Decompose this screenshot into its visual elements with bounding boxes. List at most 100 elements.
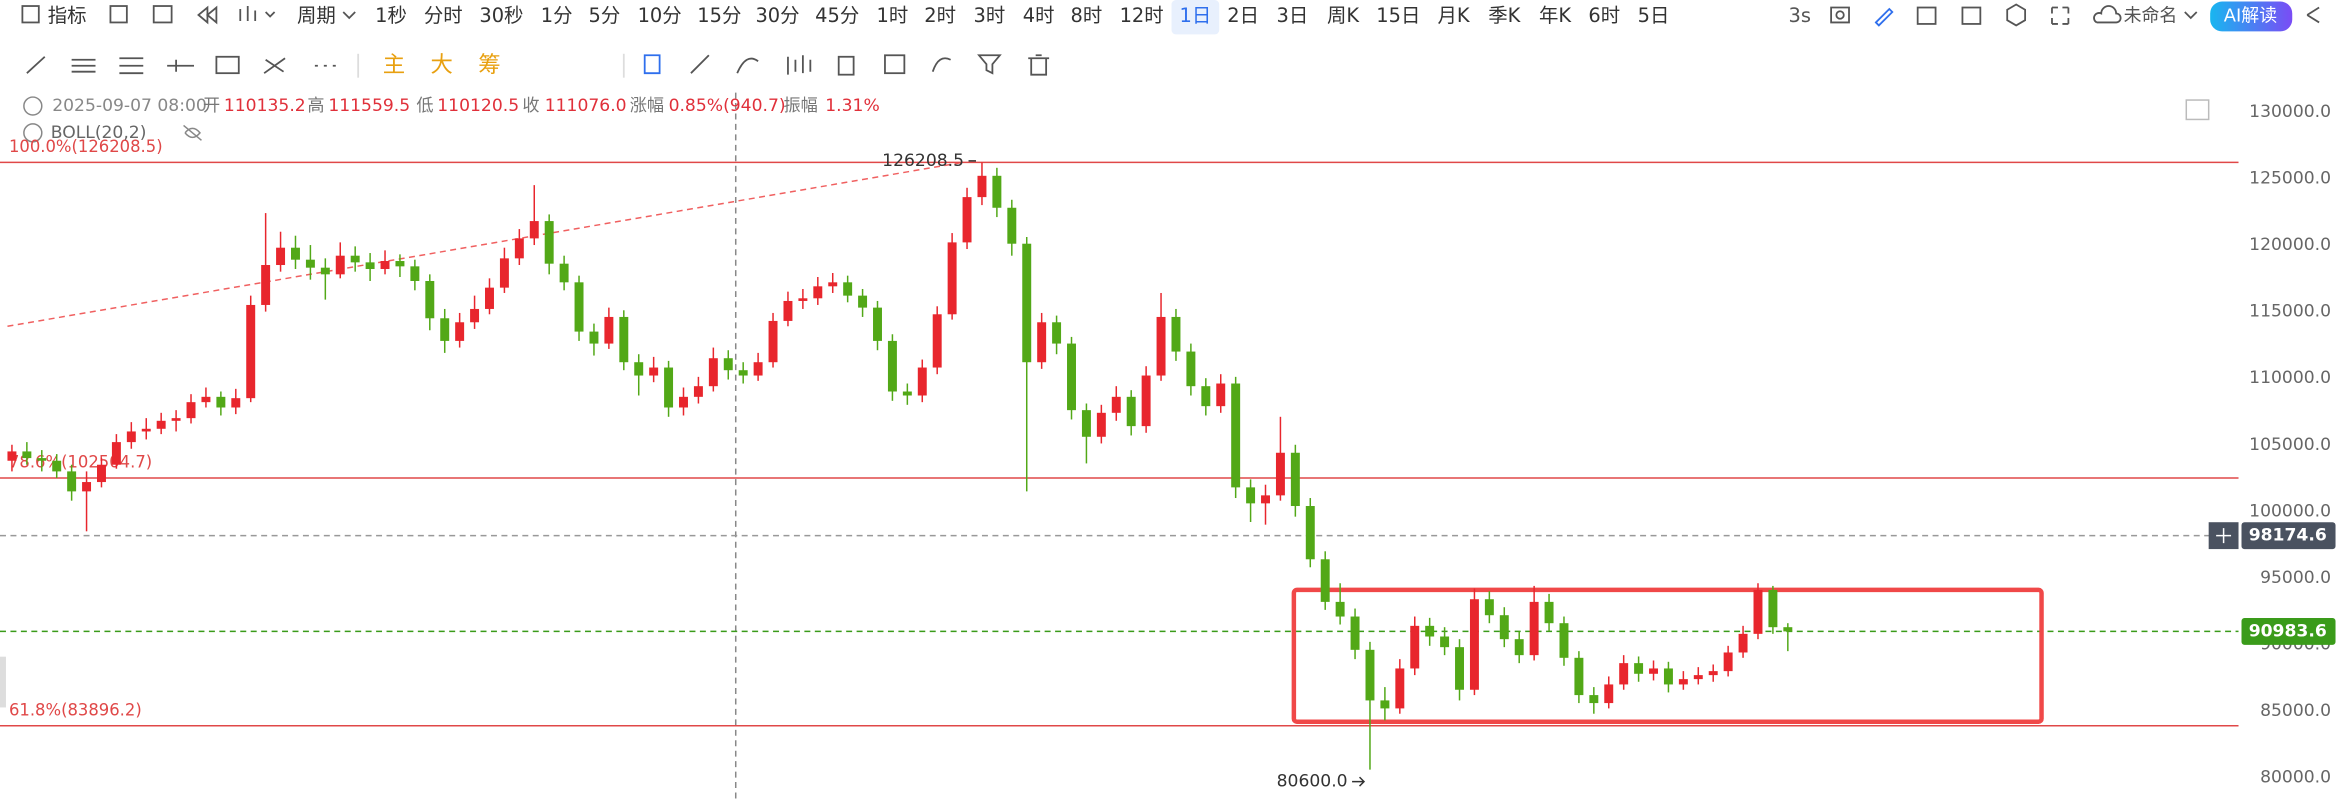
refresh-rate[interactable]: 3s [1789, 4, 1811, 27]
period-button[interactable]: 分时 [424, 4, 463, 27]
period-button[interactable]: 8时 [1071, 4, 1103, 27]
visibility-icon[interactable] [183, 124, 202, 141]
toolbar-icons [21, 3, 2320, 27]
candle-body [693, 386, 703, 397]
candle-body [1783, 627, 1793, 632]
period-dropdown[interactable] [342, 11, 356, 20]
period-button[interactable]: 45分 [815, 4, 859, 27]
period-button[interactable]: 3时 [974, 4, 1006, 27]
period-button[interactable]: 30秒 [479, 4, 523, 27]
period-button[interactable]: 2日 [1227, 4, 1259, 27]
ruler-tool[interactable] [690, 54, 710, 74]
period-button[interactable]: 4时 [1023, 4, 1055, 27]
pattern-tool[interactable] [263, 57, 286, 74]
period-button[interactable]: 5日 [1638, 4, 1670, 27]
candle-body [634, 362, 644, 376]
candle-body [186, 402, 196, 419]
indicator-label[interactable]: BOLL(20,2) [51, 123, 147, 143]
candle-body [887, 340, 897, 392]
candle-body [1544, 601, 1554, 624]
layout-dropdown[interactable] [2184, 11, 2198, 20]
indicator-tab[interactable]: 主 [383, 52, 405, 78]
period-button[interactable]: 15日 [1376, 4, 1420, 27]
candle-tool[interactable] [787, 55, 812, 75]
layout-name[interactable]: 未命名 [2124, 5, 2178, 26]
collapse-icon[interactable] [23, 96, 43, 116]
magnet-tool[interactable] [643, 54, 661, 75]
period-button[interactable]: 15分 [697, 4, 741, 27]
rect-tool[interactable] [215, 55, 240, 75]
candle-body [201, 396, 211, 403]
y-tick-label: 125000.0 [2249, 168, 2331, 188]
period-button[interactable]: 1日 [1180, 4, 1212, 27]
camera-icon[interactable] [1830, 6, 1850, 24]
candle-body [7, 451, 17, 461]
filter-tool[interactable] [977, 54, 1002, 75]
period-button[interactable]: 1秒 [375, 4, 407, 27]
note-tool[interactable] [884, 54, 906, 75]
chart-type-icon[interactable] [239, 6, 276, 21]
window-icon[interactable] [1916, 6, 1937, 25]
candle-body [708, 358, 718, 387]
period-button[interactable]: 5分 [589, 4, 621, 27]
period-button[interactable]: 10分 [638, 4, 682, 27]
info-label: 高 [307, 96, 324, 116]
candle-body [1156, 316, 1166, 376]
candle-body [768, 320, 778, 363]
fib-tool[interactable] [119, 57, 144, 75]
period-button[interactable]: 12时 [1120, 4, 1164, 27]
expand-icon[interactable] [2185, 99, 2210, 121]
channel-tool[interactable] [71, 58, 96, 73]
ai-button-bg[interactable] [2210, 1, 2293, 32]
indicator-tab[interactable]: 大 [431, 52, 453, 78]
y-tick-label: 80000.0 [2260, 768, 2331, 788]
candle-body [1514, 639, 1524, 656]
settings-icon[interactable] [2006, 3, 2027, 27]
candle-body [1589, 695, 1599, 704]
candle-body [932, 314, 942, 368]
price-label: 98174.6 [2249, 526, 2327, 546]
menu-item[interactable]: 指标 [48, 4, 87, 27]
candle-body [902, 391, 912, 396]
candle-body [604, 316, 614, 344]
candle-body [365, 262, 375, 270]
side-handle[interactable] [0, 656, 6, 708]
menu-item[interactable]: 周期 [297, 4, 336, 27]
screen-icon[interactable] [1961, 6, 1982, 25]
line-tool[interactable] [26, 56, 46, 74]
info-value: 110120.5 [437, 96, 519, 116]
candle-body [947, 242, 957, 315]
hline-tool[interactable] [167, 59, 195, 72]
period-button[interactable]: 2时 [924, 4, 956, 27]
brush-tool[interactable] [736, 57, 759, 74]
period-button[interactable]: 1分 [541, 4, 573, 27]
lock-tool[interactable] [837, 55, 855, 76]
draw-icon[interactable] [1874, 7, 1894, 27]
period-button[interactable]: 6时 [1588, 4, 1620, 27]
cloud-icon[interactable] [2093, 5, 2122, 24]
range-box [1291, 587, 2044, 724]
replay-icon[interactable] [197, 5, 218, 25]
period-button[interactable]: 年K [1539, 4, 1572, 27]
candle-body [1619, 663, 1629, 685]
candle-body [276, 247, 286, 266]
period-button[interactable]: 1时 [877, 4, 909, 27]
period-button[interactable]: 月K [1437, 4, 1470, 27]
layout-icon[interactable] [152, 5, 173, 24]
period-button[interactable]: 30分 [755, 4, 799, 27]
period-button[interactable]: 周K [1327, 4, 1360, 27]
candle-body [1738, 633, 1748, 653]
indicator-icon[interactable] [21, 5, 40, 24]
hide-tool[interactable] [931, 57, 952, 72]
delete-tool[interactable] [1028, 54, 1050, 76]
ai-button[interactable]: AI解读 [2224, 5, 2277, 26]
collapse-icon[interactable] [23, 123, 43, 143]
candle-body [1440, 636, 1450, 648]
fullscreen-icon[interactable] [2051, 6, 2070, 25]
calendar-icon[interactable] [109, 5, 128, 24]
period-button[interactable]: 季K [1488, 4, 1521, 27]
indicator-tab[interactable]: 筹 [478, 52, 500, 78]
candle-body [1484, 599, 1494, 616]
share-icon[interactable] [2306, 6, 2320, 24]
period-button[interactable]: 3日 [1277, 4, 1309, 27]
